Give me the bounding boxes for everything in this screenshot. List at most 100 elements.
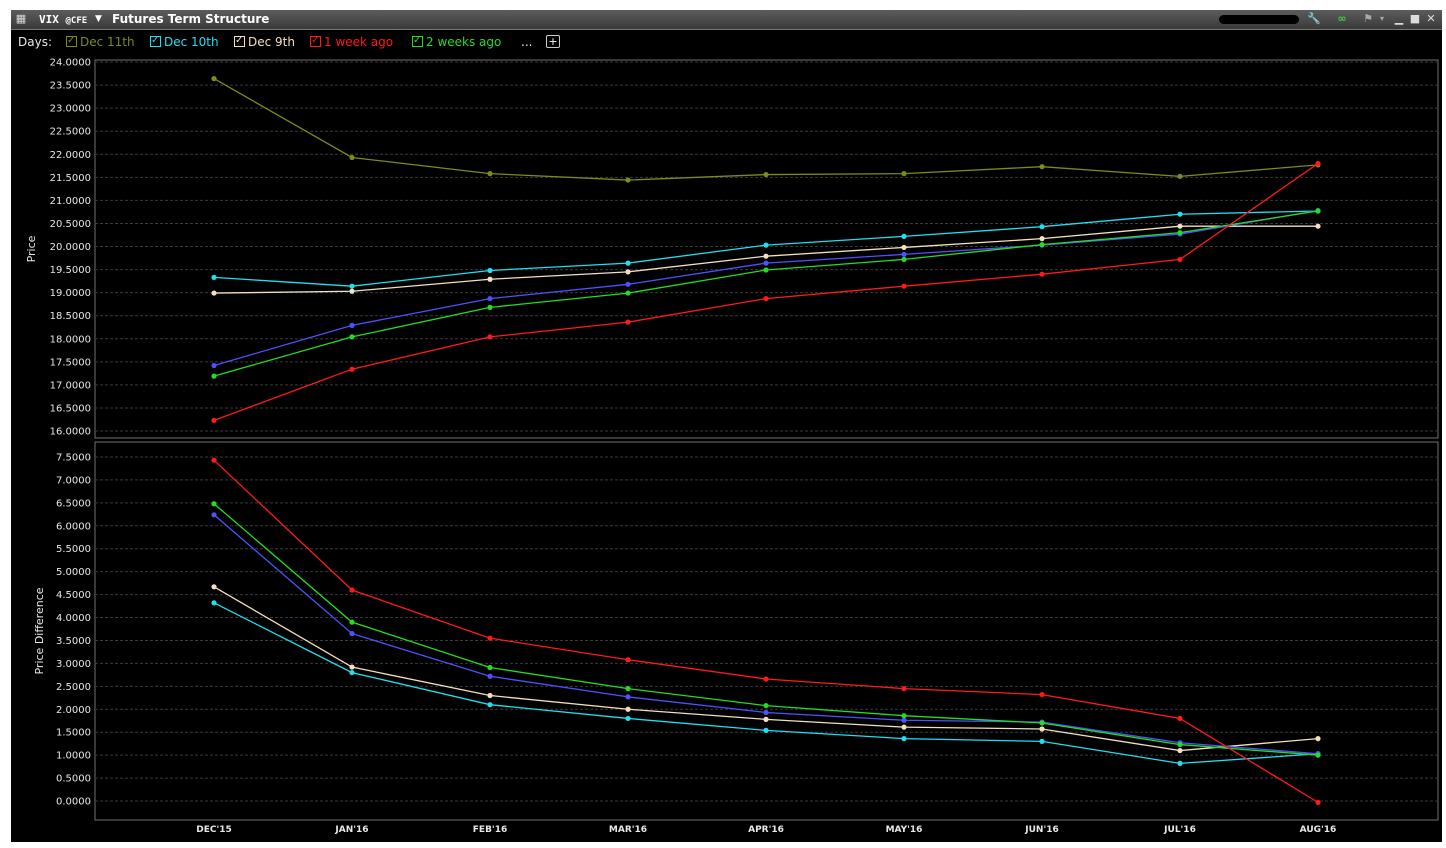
legend-item-dec-11th[interactable]: Dec 11th: [66, 33, 135, 50]
window-title: Futures Term Structure: [112, 12, 270, 26]
y-tick-label: 1.5000: [56, 728, 91, 739]
title-bar: ▦ VIX @CFE ▼ Futures Term Structure 🔧 ∞ …: [11, 10, 1442, 30]
data-point: [1039, 224, 1045, 230]
data-point: [901, 686, 907, 692]
series-line: [213, 209, 1319, 367]
data-point: [1315, 799, 1321, 805]
data-point: [763, 702, 769, 709]
x-tick-label: DEC'15: [196, 825, 232, 835]
data-point: [1039, 738, 1045, 744]
y-tick-label: 3.5000: [56, 636, 91, 647]
checkbox-icon[interactable]: [412, 33, 423, 49]
window-menu-icon[interactable]: ▦: [15, 12, 27, 25]
data-point: [211, 501, 217, 507]
data-point: [1039, 236, 1045, 242]
data-point: [487, 171, 493, 177]
data-point: [487, 635, 493, 641]
y-tick-label: 22.5000: [50, 127, 91, 138]
y-tick-label: 20.0000: [50, 242, 91, 253]
data-point: [211, 457, 217, 463]
more-days-label[interactable]: ...: [521, 35, 533, 49]
data-point: [1315, 736, 1321, 742]
data-point: [487, 673, 493, 679]
y-tick-label: 23.5000: [50, 81, 91, 92]
data-point: [625, 177, 631, 183]
data-point: [901, 171, 907, 177]
series-line: [213, 162, 1319, 422]
data-point: [625, 686, 631, 692]
data-point: [763, 260, 769, 266]
data-point: [1177, 211, 1183, 217]
symbol-selector[interactable]: VIX @CFE: [39, 12, 87, 29]
data-point: [349, 664, 355, 670]
checkbox-icon[interactable]: [234, 33, 245, 49]
checkbox-icon[interactable]: [310, 33, 321, 49]
maximize-icon[interactable]: ■: [1409, 12, 1421, 25]
data-point: [1177, 747, 1183, 754]
data-point: [1177, 760, 1183, 766]
y-tick-label: 0.0000: [56, 797, 91, 808]
y-tick-label: 18.0000: [50, 334, 91, 345]
checkbox-icon[interactable]: [66, 33, 77, 49]
legend-item-2-weeks-ago[interactable]: 2 weeks ago: [412, 33, 501, 50]
data-point: [763, 716, 769, 722]
y-tick-label: 20.5000: [50, 219, 91, 230]
data-point: [487, 276, 493, 282]
data-point: [763, 253, 769, 259]
legend-item-dec-10th[interactable]: Dec 10th: [150, 33, 219, 50]
data-point: [487, 296, 493, 302]
data-point: [1315, 223, 1321, 229]
data-point: [1315, 752, 1321, 758]
data-point: [901, 244, 907, 251]
data-point: [1315, 160, 1321, 167]
y-tick-label: 19.5000: [50, 265, 91, 276]
data-point: [1315, 208, 1321, 214]
y-tick-label: 7.5000: [56, 453, 91, 464]
y-tick-label: 22.0000: [50, 150, 91, 161]
wrench-icon[interactable]: 🔧: [1307, 12, 1321, 25]
link-icon[interactable]: ∞: [1337, 12, 1347, 25]
data-point: [349, 288, 355, 294]
x-tick-label: JAN'16: [334, 825, 368, 835]
legend-item-dec-9th[interactable]: Dec 9th: [234, 33, 295, 50]
data-point: [625, 319, 631, 325]
data-point: [487, 692, 493, 699]
data-point: [211, 290, 217, 296]
add-day-button[interactable]: +: [546, 35, 560, 48]
futures-term-structure-window: ▦ VIX @CFE ▼ Futures Term Structure 🔧 ∞ …: [11, 10, 1442, 842]
data-point: [1177, 256, 1183, 263]
data-point: [487, 664, 493, 671]
data-point: [901, 713, 907, 719]
flag-icon[interactable]: ⚑: [1363, 12, 1373, 25]
data-point: [625, 657, 631, 663]
x-tick-label: APR'16: [748, 825, 784, 835]
x-tick-label: AUG'16: [1300, 825, 1337, 835]
plot-frame: [94, 441, 1439, 821]
data-point: [1039, 164, 1045, 170]
y-axis-label: Price: [25, 235, 38, 262]
data-point: [625, 281, 631, 287]
minimize-icon[interactable]: ▁: [1394, 12, 1404, 25]
y-tick-label: 21.5000: [50, 173, 91, 184]
chevron-down-icon[interactable]: ▼: [95, 14, 102, 24]
data-point: [901, 717, 907, 723]
y-tick-label: 7.0000: [56, 475, 91, 486]
y-tick-label: 0.5000: [56, 774, 91, 785]
data-point: [349, 619, 355, 625]
data-point: [625, 290, 631, 296]
data-point: [763, 267, 769, 273]
data-point: [901, 256, 907, 263]
legend-item-1-week-ago[interactable]: 1 week ago: [310, 33, 394, 50]
data-point: [349, 587, 355, 593]
series-line: [213, 586, 1319, 752]
data-point: [1177, 173, 1183, 179]
legend-label: Dec 9th: [248, 35, 295, 49]
x-tick-label: MAR'16: [609, 825, 647, 835]
close-icon[interactable]: ✕: [1426, 12, 1436, 25]
chevron-down-icon[interactable]: ▾: [1379, 14, 1384, 23]
data-point: [211, 584, 217, 590]
legend-label: 1 week ago: [324, 35, 394, 49]
exchange-label: @CFE: [65, 16, 88, 26]
checkbox-icon[interactable]: [150, 33, 161, 49]
data-point: [1177, 223, 1183, 229]
